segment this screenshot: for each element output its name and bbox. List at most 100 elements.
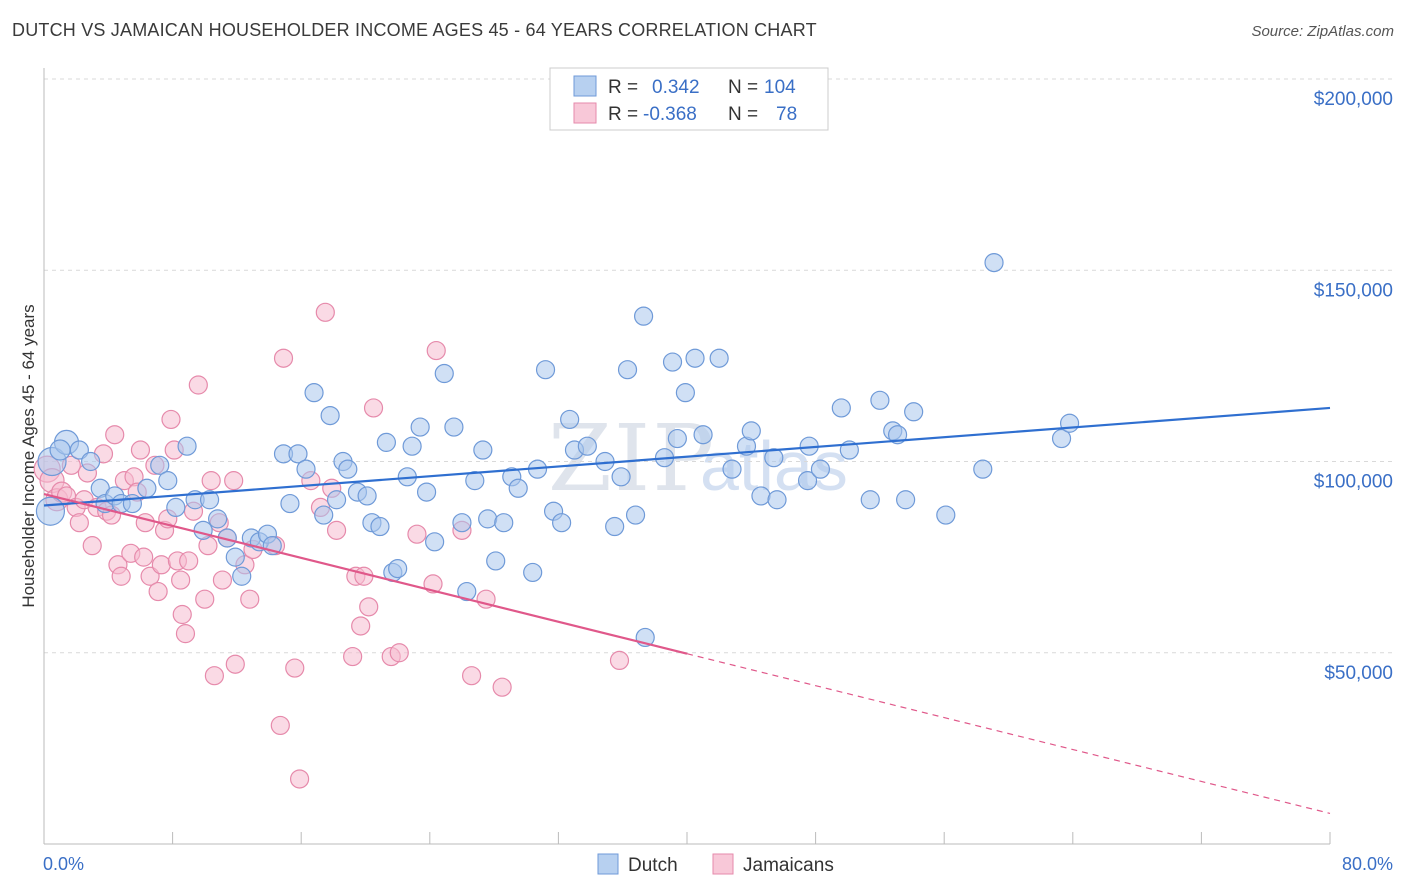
jamaicans-point <box>82 536 102 556</box>
dutch-point <box>225 547 245 567</box>
series-legend-swatch-jamaicans <box>712 853 734 875</box>
dutch-point <box>611 467 631 487</box>
dutch-point <box>552 513 572 533</box>
dutch-point <box>662 352 683 372</box>
dutch-point <box>457 581 477 602</box>
dutch-point <box>577 436 597 456</box>
y-tick-label: $150,000 <box>1314 280 1393 301</box>
dutch-point <box>751 486 771 506</box>
dutch-point <box>416 482 437 502</box>
jamaicans-point <box>426 340 446 361</box>
dutch-point <box>904 402 924 422</box>
jamaicans-point <box>289 769 310 789</box>
dutch-point <box>767 490 787 510</box>
dutch-point <box>831 398 851 418</box>
dutch-point <box>81 451 101 472</box>
jamaicans-point <box>172 604 192 625</box>
dutch-point <box>199 490 220 510</box>
jamaicans-point <box>407 524 427 544</box>
series-legend-swatch-dutch <box>597 853 619 875</box>
dutch-point <box>376 432 396 452</box>
jamaicans-point <box>273 348 294 368</box>
jamaicans-point <box>212 570 233 590</box>
dutch-point <box>709 348 729 368</box>
series-legend-label-dutch: Dutch <box>628 855 678 876</box>
jamaicans-point <box>201 471 221 491</box>
x-tick-label-max: 80.0% <box>1342 854 1393 874</box>
dutch-point <box>625 505 646 525</box>
dutch-point <box>402 436 422 456</box>
dutch-point <box>410 417 430 437</box>
dutch-point <box>605 516 625 537</box>
legend-r-value-jamaicans: -0.368 <box>643 104 697 125</box>
dutch-point <box>764 448 784 468</box>
legend-r-label-jamaicans: R = <box>608 104 638 125</box>
dutch-point <box>304 383 324 403</box>
dutch-point <box>486 551 506 571</box>
dutch-point <box>49 439 71 461</box>
dutch-point <box>35 496 66 526</box>
legend-r-label-dutch: R = <box>608 77 638 98</box>
dutch-point <box>741 421 761 441</box>
jamaicans-point <box>343 646 363 667</box>
dutch-point <box>444 417 464 437</box>
dutch-point <box>296 459 316 479</box>
jamaicans-trend-line-extrapolated <box>686 653 1331 814</box>
jamaicans-trend-line <box>43 492 688 655</box>
y-tick-label: $100,000 <box>1314 472 1393 493</box>
dutch-point <box>936 505 956 525</box>
legend-n-label-dutch: N = <box>728 77 758 98</box>
jamaicans-point <box>326 520 347 540</box>
dutch-point <box>208 509 228 529</box>
dutch-point <box>137 478 157 498</box>
x-ticks <box>43 832 1331 844</box>
dutch-point <box>425 532 445 552</box>
dutch-point <box>508 478 528 498</box>
dutch-point <box>388 558 408 579</box>
jamaicans-point <box>351 616 371 636</box>
jamaicans-point <box>148 581 168 602</box>
dutch-point <box>523 562 543 583</box>
dutch-point <box>667 428 687 449</box>
jamaicans-point <box>179 551 199 571</box>
legend-r-value-dutch: 0.342 <box>652 77 700 98</box>
dutch-points <box>35 253 1080 648</box>
dutch-point <box>810 459 831 479</box>
dutch-trend-line <box>43 406 1331 507</box>
chart-title: DUTCH VS JAMAICAN HOUSEHOLDER INCOME AGE… <box>12 20 817 40</box>
legend-n-value-jamaicans: 78 <box>776 104 797 125</box>
dutch-point <box>860 490 880 510</box>
y-axis-label: Householder Income Ages 45 - 64 years <box>19 304 38 607</box>
series-legend: Dutch Jamaicans <box>597 853 834 876</box>
jamaicans-point <box>224 471 244 491</box>
jamaicans-point <box>135 513 155 533</box>
jamaicans-point <box>240 589 260 609</box>
dutch-point <box>1059 413 1080 433</box>
dutch-point <box>984 253 1004 273</box>
x-tick-label-min: 0.0% <box>43 854 84 874</box>
jamaicans-point <box>161 409 181 430</box>
dutch-point <box>896 490 916 510</box>
dutch-point <box>722 459 742 479</box>
jamaicans-point <box>225 654 245 674</box>
jamaicans-point <box>492 677 512 697</box>
jamaicans-point <box>285 658 305 678</box>
jamaicans-point <box>195 589 215 609</box>
trend-lines <box>43 406 1331 814</box>
dutch-point <box>370 516 390 537</box>
dutch-point <box>166 497 186 517</box>
y-tick-labels: $50,000 $100,000 $150,000 $200,000 <box>1314 89 1393 684</box>
jamaicans-point <box>270 715 290 736</box>
dutch-point <box>870 390 890 410</box>
dutch-point <box>633 306 654 326</box>
dutch-point <box>465 471 485 491</box>
dutch-point <box>797 471 818 491</box>
jamaicans-point <box>111 566 131 586</box>
y-tick-label: $200,000 <box>1314 89 1393 110</box>
jamaicans-point <box>130 440 151 460</box>
dutch-point <box>535 360 556 380</box>
dutch-point <box>232 566 252 586</box>
dutch-point <box>320 406 340 426</box>
jamaicans-point <box>315 302 335 322</box>
